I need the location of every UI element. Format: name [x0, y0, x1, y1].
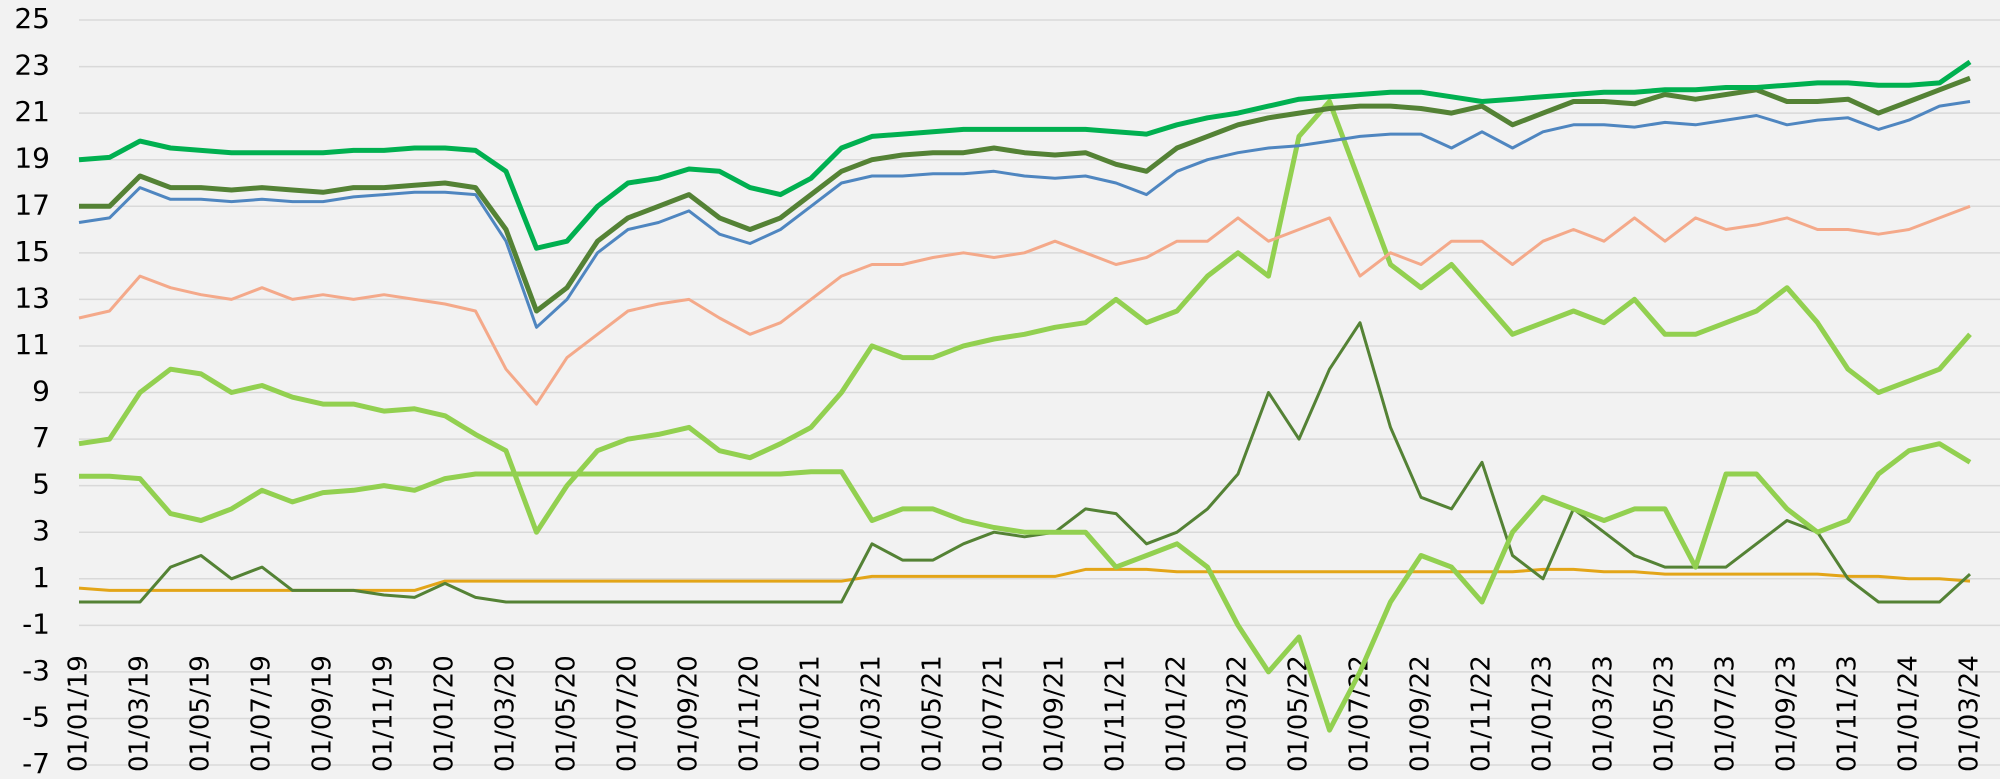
y-tick-label: 15: [14, 235, 50, 268]
x-tick-label: 01/05/23: [1650, 655, 1680, 772]
y-tick-label: -3: [22, 654, 50, 687]
y-tick-label: 11: [14, 328, 50, 361]
x-tick-label: 01/07/19: [247, 655, 277, 772]
series-line: [78, 99, 1972, 535]
x-tick-label: 01/05/19: [186, 655, 216, 772]
x-tick-label: 01/07/20: [613, 655, 643, 772]
y-tick-label: 7: [32, 421, 50, 454]
x-tick-label: 01/01/21: [796, 655, 826, 772]
series-line: [79, 321, 1972, 604]
y-tick-label: -5: [22, 700, 50, 733]
x-tick-label: 01/11/20: [735, 655, 765, 772]
y-tick-label: 1: [32, 561, 50, 594]
x-tick-label: 01/03/20: [491, 655, 521, 772]
x-tick-label: 01/05/22: [1284, 655, 1314, 772]
x-tick-label: 01/09/22: [1406, 655, 1436, 772]
x-tick-label: 01/07/21: [979, 655, 1009, 772]
x-tick-label: 01/05/21: [918, 655, 948, 772]
series-line: [78, 567, 1971, 592]
x-tick-label: 01/01/19: [64, 655, 94, 772]
x-tick-label: 01/09/21: [1040, 655, 1070, 772]
x-tick-label: 01/09/19: [308, 655, 338, 772]
x-tick-label: 01/03/19: [125, 655, 155, 772]
series-line: [78, 100, 1971, 329]
y-tick-label: -1: [22, 607, 50, 640]
x-tick-label: 01/11/23: [1833, 655, 1863, 772]
series-line: [79, 75, 1971, 314]
x-tick-label: 01/11/21: [1101, 655, 1131, 772]
x-tick-label: 01/01/24: [1894, 655, 1924, 772]
series-line: [78, 59, 1972, 251]
y-tick-label: 5: [32, 468, 50, 501]
x-tick-label: 01/03/22: [1223, 655, 1253, 772]
x-tick-label: 01/03/21: [857, 655, 887, 772]
x-tick-label: 01/01/20: [430, 655, 460, 772]
x-tick-label: 01/01/22: [1162, 655, 1192, 772]
x-tick-label: 01/11/22: [1467, 655, 1497, 772]
series-line: [79, 441, 1972, 733]
y-tick-label: 19: [14, 142, 50, 175]
x-tick-label: 01/03/24: [1955, 655, 1985, 772]
series-line: [78, 204, 1971, 406]
x-tick-label: 01/05/20: [552, 655, 582, 772]
y-tick-label: 9: [32, 375, 50, 408]
y-tick-label: 13: [14, 281, 50, 314]
x-tick-label: 01/09/23: [1772, 655, 1802, 772]
y-tick-label: 23: [14, 49, 50, 82]
y-tick-label: -7: [22, 747, 50, 779]
x-tick-label: 01/03/23: [1589, 655, 1619, 772]
x-tick-label: 01/07/23: [1711, 655, 1741, 772]
y-tick-label: 17: [14, 188, 50, 221]
x-tick-label: 01/11/19: [369, 655, 399, 772]
x-tick-label: 01/09/20: [674, 655, 704, 772]
x-tick-label: 01/01/23: [1528, 655, 1558, 772]
y-tick-label: 25: [14, 2, 50, 35]
y-tick-label: 21: [14, 95, 50, 128]
y-tick-label: 3: [32, 514, 50, 547]
